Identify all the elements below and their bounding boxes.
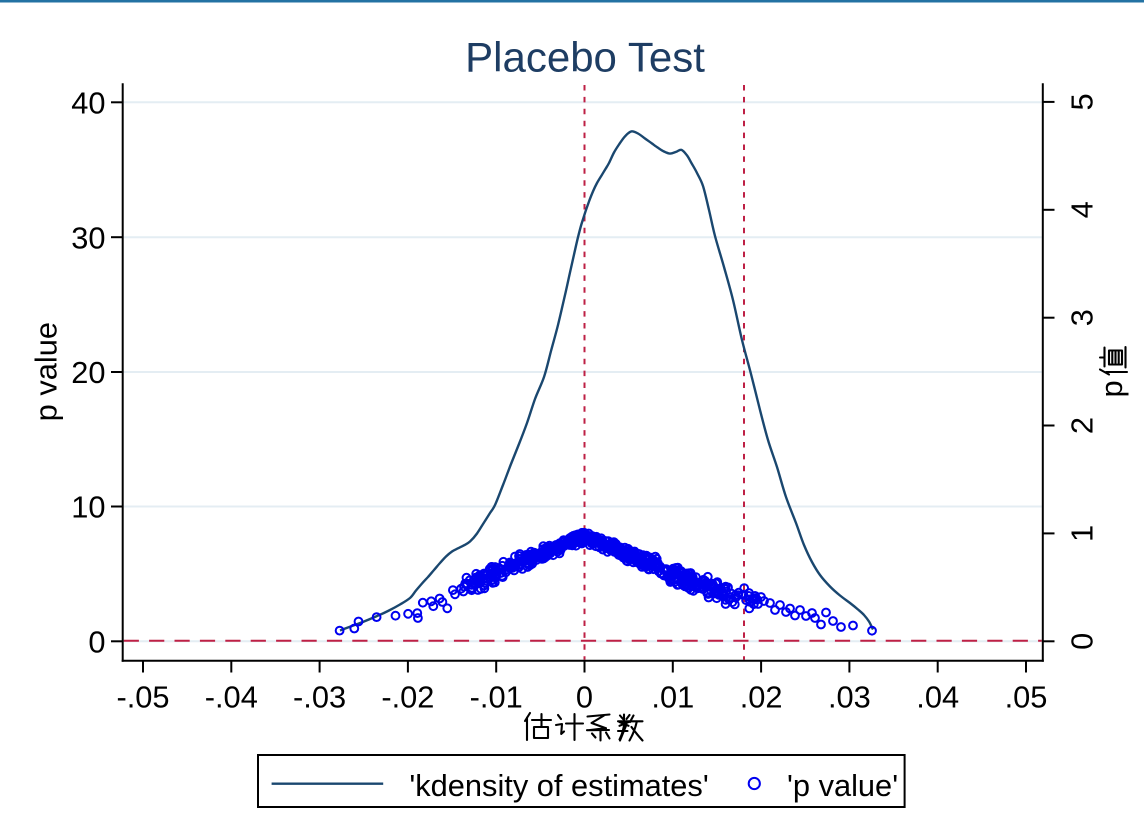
svg-text:-.02: -.02: [381, 680, 434, 715]
svg-text:'p value': 'p value': [787, 768, 898, 803]
svg-text:p: p: [1094, 380, 1129, 397]
svg-text:-.05: -.05: [116, 680, 169, 715]
svg-text:-.04: -.04: [205, 680, 258, 715]
svg-text:0: 0: [88, 625, 105, 660]
svg-text:40: 40: [71, 86, 105, 121]
svg-text:-.01: -.01: [470, 680, 523, 715]
svg-text:0: 0: [1065, 633, 1100, 650]
svg-text:.01: .01: [651, 680, 694, 715]
svg-text:4: 4: [1065, 201, 1100, 218]
svg-text:3: 3: [1065, 309, 1100, 326]
svg-text:.02: .02: [740, 680, 783, 715]
svg-text:2: 2: [1065, 417, 1100, 434]
svg-text:10: 10: [71, 490, 105, 525]
svg-text:.04: .04: [916, 680, 959, 715]
svg-text:1: 1: [1065, 525, 1100, 542]
svg-text:p value: p value: [29, 322, 64, 421]
svg-text:0: 0: [576, 680, 593, 715]
svg-text:.05: .05: [1005, 680, 1048, 715]
svg-text:20: 20: [71, 355, 105, 390]
svg-text:5: 5: [1065, 93, 1100, 110]
svg-text:.03: .03: [828, 680, 871, 715]
svg-text:Placebo Test: Placebo Test: [465, 34, 705, 81]
svg-text:30: 30: [71, 220, 105, 255]
svg-text:-.03: -.03: [293, 680, 346, 715]
svg-text:'kdensity of estimates': 'kdensity of estimates': [409, 768, 708, 803]
